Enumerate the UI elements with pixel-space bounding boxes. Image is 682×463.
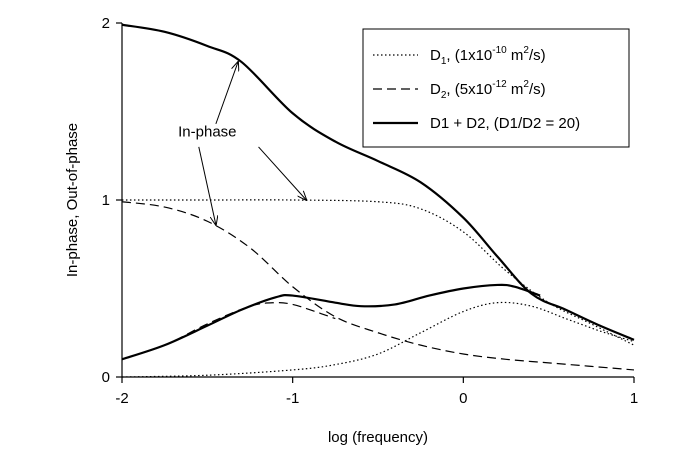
annotation-arrow — [258, 146, 307, 200]
series-layer — [121, 23, 635, 378]
legend-label-d1: D1, (1x10-10 m2/s) — [430, 45, 546, 67]
series-line-5 — [121, 283, 541, 361]
annotation-layer: In-phase — [178, 62, 306, 225]
series-line-0 — [122, 199, 635, 346]
legend-label-sum: D1 + D2, (D1/D2 = 20) — [430, 115, 580, 132]
series-line-3 — [121, 302, 336, 360]
series-line-1 — [121, 301, 635, 378]
annotation-arrow — [198, 146, 216, 225]
legend: D1, (1x10-10 m2/s) D2, (5x10-12 m2/s) D1… — [362, 28, 630, 148]
annotation-label: In-phase — [178, 123, 236, 140]
y-tick-label: 2 — [102, 15, 110, 32]
axis-ticks: -2 -1 0 1 0 1 2 — [102, 15, 639, 407]
y-tick-label: 1 — [102, 192, 110, 209]
y-tick-label: 0 — [102, 369, 110, 386]
x-tick-label: -1 — [286, 390, 299, 407]
legend-label-d2: D2, (5x10-12 m2/s) — [430, 79, 546, 101]
plot-area: -2 -1 0 1 0 1 2 In-phase — [102, 15, 639, 407]
series-line-4 — [121, 23, 635, 341]
x-tick-label: 1 — [630, 390, 638, 407]
x-tick-label: 0 — [459, 390, 467, 407]
legend-box — [362, 28, 630, 148]
x-tick-label: -2 — [115, 390, 128, 407]
annotation-arrow — [215, 62, 238, 125]
series-line-2 — [121, 201, 635, 371]
x-axis-title: log (frequency) — [328, 429, 428, 446]
y-axis-title: In-phase, Out-of-phase — [64, 123, 81, 277]
